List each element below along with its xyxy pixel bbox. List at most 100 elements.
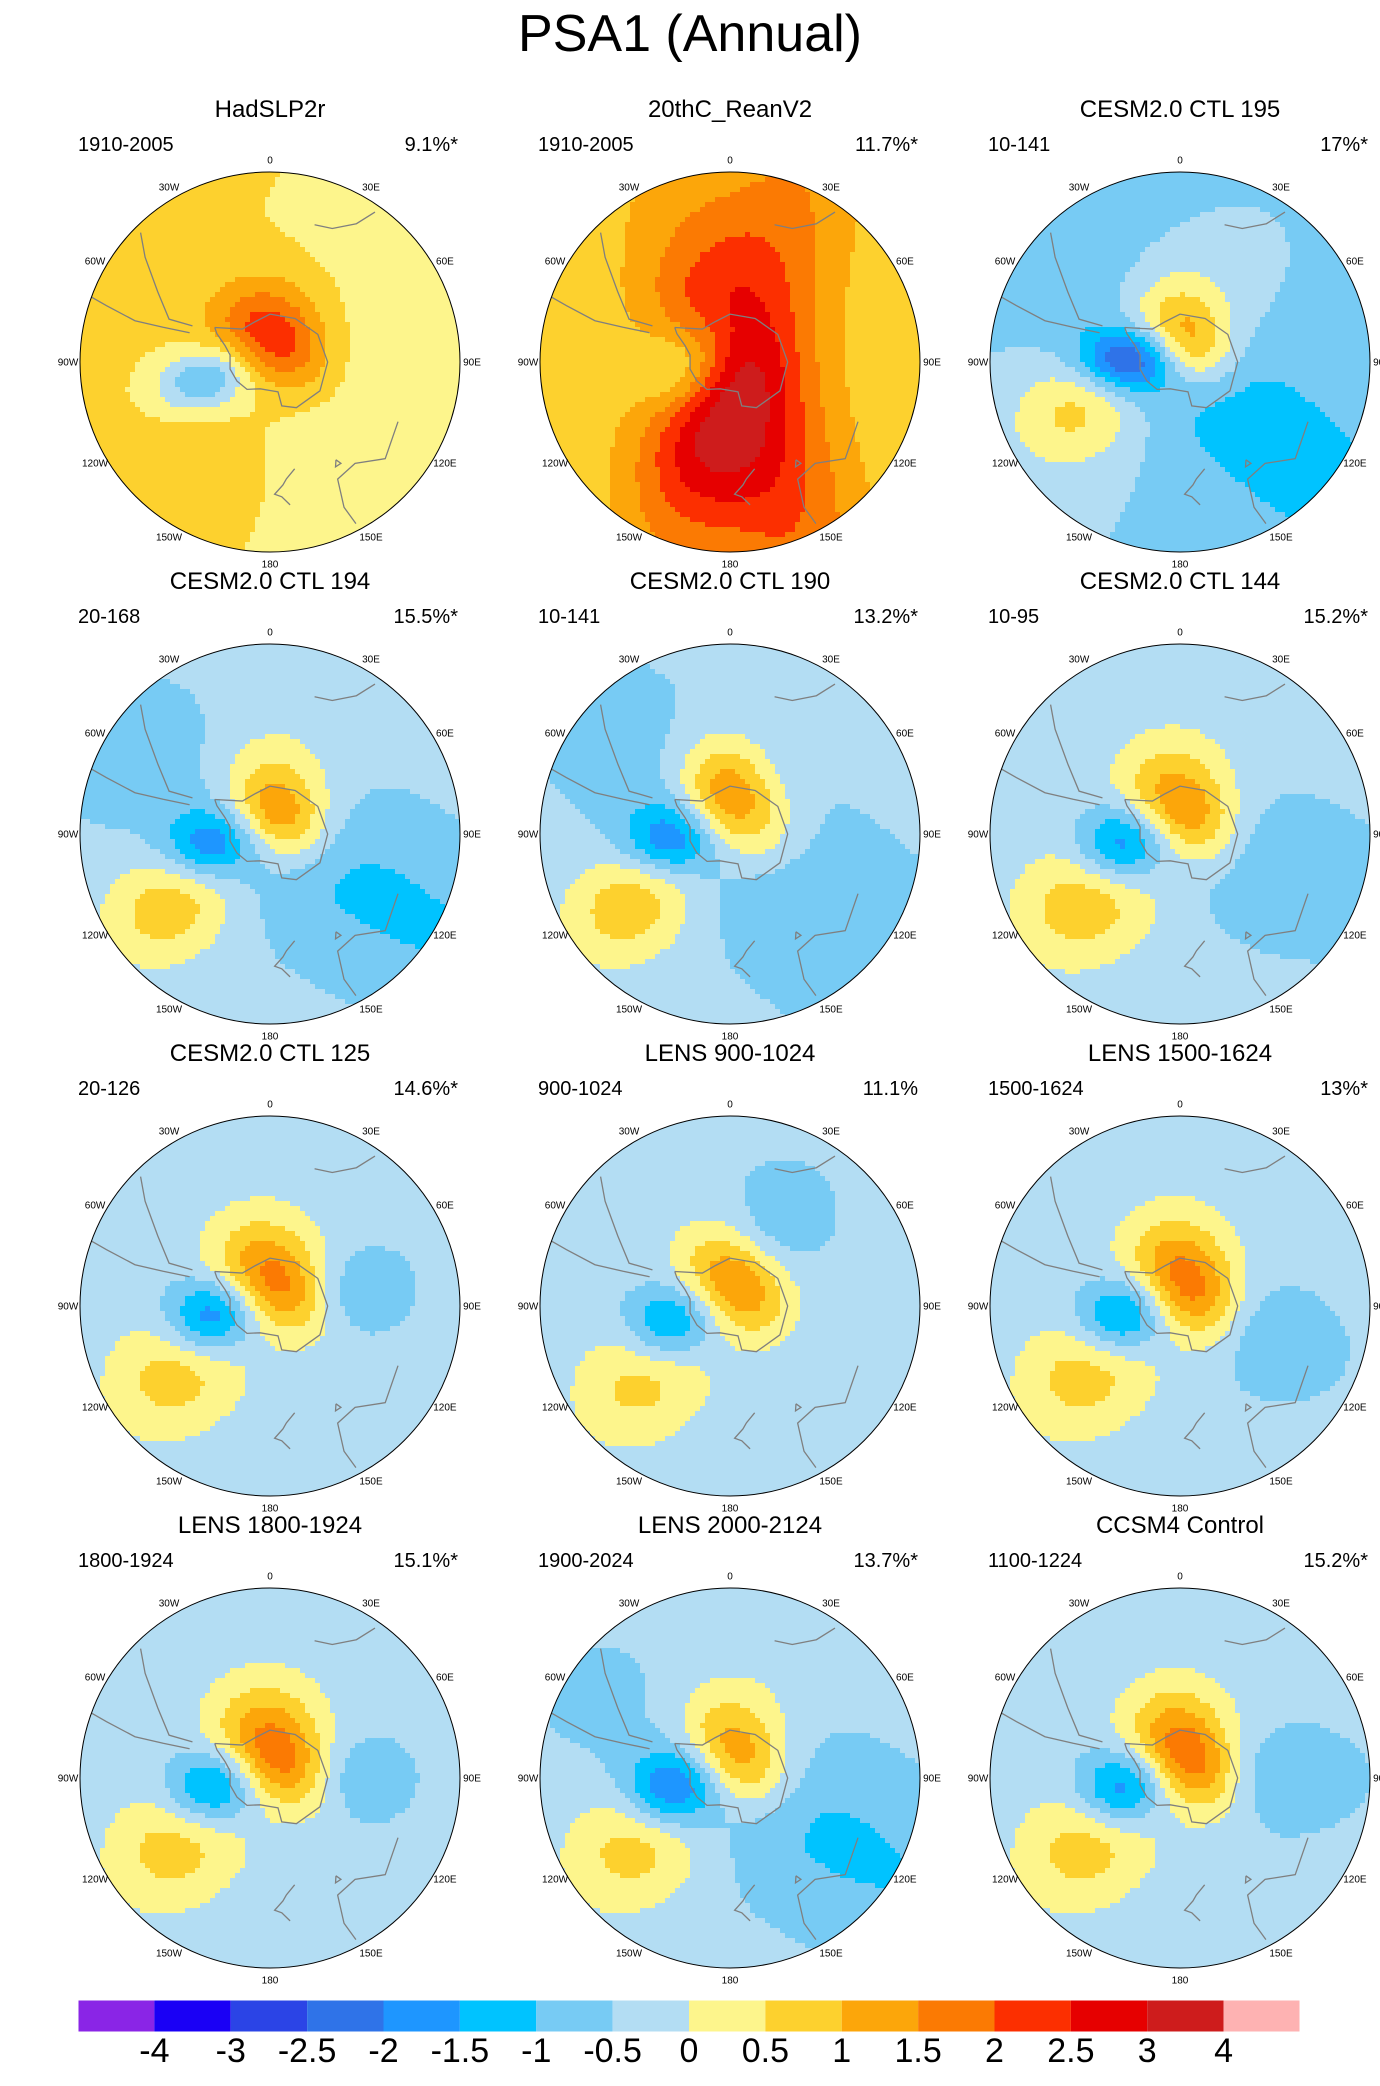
- coastline: [599, 232, 653, 327]
- longitude-label: 180: [262, 560, 279, 571]
- coastline: [733, 1412, 756, 1450]
- polar-map: 0 30E 60E 90E 120E 150E 180 150W 120W 90W 60W 30W: [968, 1100, 1380, 1515]
- longitude-label: 60W: [545, 1673, 566, 1684]
- longitude-label: 30W: [159, 183, 180, 194]
- coastline: [334, 459, 343, 469]
- longitude-label: 120E: [893, 1403, 917, 1414]
- colorbar-swatch: [154, 2000, 231, 2032]
- longitude-label: 30W: [159, 1599, 180, 1610]
- longitude-label: 150W: [156, 1004, 183, 1015]
- longitude-label: 60W: [545, 1201, 566, 1212]
- colorbar-tick-label: 0: [680, 2032, 699, 2071]
- panel-title: LENS 1800-1924: [40, 1512, 500, 1540]
- map-panel: CESM2.0 CTL 194 20-168 15.5%* 0 30E 60E 90E 120…: [40, 568, 500, 1043]
- longitude-label: 0: [727, 1100, 733, 1111]
- longitude-label: 30W: [619, 1599, 640, 1610]
- longitude-label: 60E: [1346, 257, 1364, 268]
- longitude-label: 90E: [463, 1302, 481, 1313]
- coastline: [1001, 296, 1100, 334]
- longitude-label: 90W: [968, 830, 989, 841]
- longitude-label: 60E: [1346, 1201, 1364, 1212]
- longitude-label: 120W: [542, 931, 569, 942]
- longitude-label: 150W: [1066, 1004, 1093, 1015]
- coastline: [1224, 1627, 1286, 1646]
- coastline: [336, 1365, 399, 1468]
- colorbar-tick-label: 2: [985, 2032, 1004, 2071]
- coastline: [794, 1875, 803, 1885]
- panel-variance-explained: 13.2%*: [854, 606, 919, 629]
- panel-variance-explained: 17%*: [1320, 134, 1368, 157]
- longitude-label: 150E: [1269, 532, 1293, 543]
- longitude-label: 90W: [58, 358, 79, 369]
- polar-map: 0 30E 60E 90E 120E 150E 180 150W 120W 90W 60W 30W: [968, 628, 1380, 1043]
- panel-period: 20-168: [78, 606, 140, 629]
- longitude-label: 120W: [82, 459, 109, 470]
- longitude-label: 90E: [463, 358, 481, 369]
- coastline: [1244, 931, 1253, 941]
- colorbar-swatch: [841, 2000, 919, 2032]
- map-border: [539, 171, 921, 553]
- coastline: [1124, 1729, 1239, 1825]
- polar-map: 0 30E 60E 90E 120E 150E 180 150W 120W 90W 60W 30W: [58, 628, 482, 1043]
- longitude-label: 60E: [896, 1201, 914, 1212]
- colorbar-tick-label: 2.5: [1047, 2032, 1094, 2071]
- coastline: [1246, 1837, 1309, 1940]
- coastline: [794, 459, 803, 469]
- longitude-label: 90E: [923, 1774, 941, 1785]
- longitude-label: 0: [267, 1572, 273, 1583]
- map-border: [539, 643, 921, 1025]
- longitude-label: 90E: [923, 1302, 941, 1313]
- coastline: [674, 1257, 789, 1353]
- longitude-label: 150E: [359, 532, 383, 543]
- map-panel: CESM2.0 CTL 125 20-126 14.6%* 0 30E 60E 90E 120…: [40, 1040, 500, 1515]
- polar-map: 0 30E 60E 90E 120E 150E 180 150W 120W 90W 60W 30W: [518, 628, 942, 1043]
- longitude-label: 90E: [1373, 1774, 1380, 1785]
- panel-variance-explained: 15.5%*: [394, 606, 459, 629]
- panel-variance-explained: 15.2%*: [1304, 1550, 1369, 1573]
- colorbar-tick-label: -1: [521, 2032, 551, 2071]
- longitude-label: 60E: [1346, 729, 1364, 740]
- longitude-label: 60W: [995, 1201, 1016, 1212]
- colorbar-tick-label: -0.5: [583, 2032, 642, 2071]
- map-panel: CESM2.0 CTL 144 10-95 15.2%* 0 30E 60E 90E 120E…: [950, 568, 1380, 1043]
- map-border: [79, 1115, 461, 1497]
- panel-period: 1910-2005: [78, 134, 174, 157]
- longitude-label: 120E: [893, 931, 917, 942]
- polar-map: 0 30E 60E 90E 120E 150E 180 150W 120W 90W 60W 30W: [968, 156, 1380, 571]
- panel-title: CCSM4 Control: [950, 1512, 1380, 1540]
- coastline: [774, 683, 836, 702]
- longitude-label: 60E: [436, 257, 454, 268]
- longitude-label: 150W: [616, 1004, 643, 1015]
- coastline: [674, 1729, 789, 1825]
- coastline: [91, 1240, 190, 1278]
- longitude-label: 0: [1177, 1572, 1183, 1583]
- colorbar-swatch: [78, 2000, 155, 2032]
- longitude-label: 90E: [1373, 1302, 1380, 1313]
- longitude-label: 30W: [159, 1127, 180, 1138]
- colorbar-swatch: [994, 2000, 1071, 2032]
- longitude-label: 180: [722, 1504, 739, 1515]
- longitude-label: 120E: [1343, 1403, 1367, 1414]
- map-panel: LENS 1500-1624 1500-1624 13%* 0 30E 60E 90E 120…: [950, 1040, 1380, 1515]
- longitude-label: 180: [1172, 1032, 1189, 1043]
- longitude-label: 120E: [893, 459, 917, 470]
- longitude-label: 90E: [463, 1774, 481, 1785]
- coastline: [1049, 232, 1103, 327]
- contour-field: [540, 644, 920, 1024]
- longitude-label: 30E: [822, 183, 840, 194]
- coastline: [1001, 768, 1100, 806]
- coastline: [214, 1257, 329, 1353]
- panel-variance-explained: 13%*: [1320, 1078, 1368, 1101]
- longitude-label: 150W: [616, 532, 643, 543]
- longitude-label: 90W: [518, 1302, 539, 1313]
- coastline: [796, 421, 859, 524]
- longitude-label: 150E: [819, 1948, 843, 1959]
- longitude-label: 120E: [1343, 931, 1367, 942]
- map-border: [989, 171, 1371, 553]
- coastline: [214, 1729, 329, 1825]
- coastline: [139, 1648, 193, 1743]
- panel-title: CESM2.0 CTL 144: [950, 568, 1380, 596]
- longitude-label: 120E: [433, 459, 457, 470]
- longitude-label: 30W: [619, 1127, 640, 1138]
- panel-period: 10-95: [988, 606, 1039, 629]
